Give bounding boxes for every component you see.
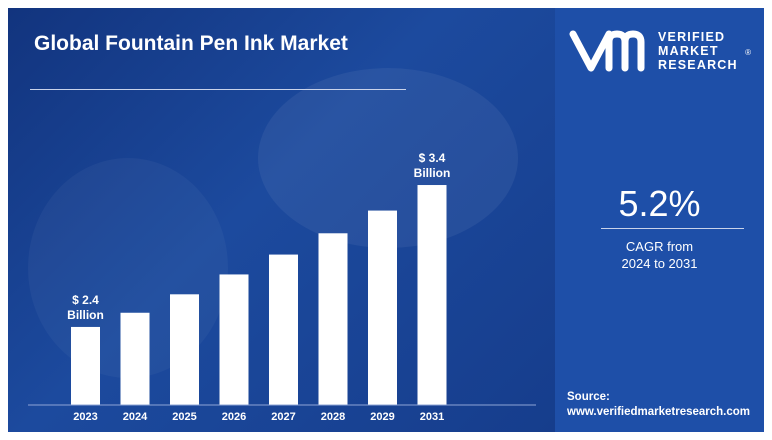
x-tick-2028: 2028 (321, 411, 345, 423)
bar-2025 (170, 294, 199, 405)
bar-2023 (71, 326, 100, 405)
bar-2026 (219, 274, 249, 405)
x-tick-2029: 2029 (370, 411, 394, 423)
summary-panel: VERIFIED MARKET RESEARCH ® 5.2% CAGR fro… (555, 8, 764, 432)
data-label-2023-line-2: Billion (67, 308, 104, 322)
chart-title: Global Fountain Pen Ink Market (34, 32, 348, 55)
cagr-value: 5.2% (618, 183, 701, 224)
bars-group (71, 185, 447, 405)
cagr-divider (601, 228, 744, 229)
brand-line-1: VERIFIED (658, 30, 726, 44)
x-tick-2023: 2023 (73, 411, 97, 423)
data-label-2023-line-1: $ 2.4 (72, 293, 99, 307)
registered-mark: ® (745, 48, 751, 57)
cagr-label: CAGR from 2024 to 2031 (555, 238, 764, 272)
data-label-2031-line-2: Billion (414, 166, 451, 180)
data-label-2031-line-1: $ 3.4 (419, 151, 446, 165)
chart-panel: Global Fountain Pen Ink Market 2023 2024 2… (8, 8, 555, 432)
source-url: www.verifiedmarketresearch.com (567, 406, 751, 418)
brand-logo: VERIFIED MARKET RESEARCH ® (569, 28, 759, 78)
x-tick-2026: 2026 (222, 411, 246, 423)
bar-2024 (120, 312, 150, 405)
bar-2031 (417, 185, 447, 405)
brand-line-3: RESEARCH (658, 58, 738, 72)
cagr-label-line-2: 2024 to 2031 (621, 256, 698, 271)
source-attribution: Source: www.verifiedmarketresearch.com (567, 390, 750, 420)
brand-line-2: MARKET (658, 44, 719, 58)
x-tick-2027: 2027 (271, 411, 295, 423)
bar-2028 (318, 233, 348, 405)
title-divider (30, 89, 406, 90)
vmr-logo-icon (569, 30, 645, 72)
bar-2027 (269, 254, 298, 405)
x-tick-2024: 2024 (123, 411, 148, 423)
brand-name: VERIFIED MARKET RESEARCH (658, 30, 738, 72)
cagr-label-line-1: CAGR from (625, 239, 694, 254)
x-tick-labels: 2023 2024 2025 2026 2027 2028 2029 2031 (73, 411, 444, 423)
x-tick-2031: 2031 (420, 411, 444, 423)
bar-chart: 2023 2024 2025 2026 2027 2028 2029 2031 $ 2.4Bi… (28, 151, 536, 423)
infographic-frame: Global Fountain Pen Ink Market 2023 2024 2… (8, 8, 764, 432)
x-tick-2025: 2025 (172, 411, 196, 423)
source-label: Source: (567, 391, 610, 403)
bar-2029 (368, 210, 397, 405)
